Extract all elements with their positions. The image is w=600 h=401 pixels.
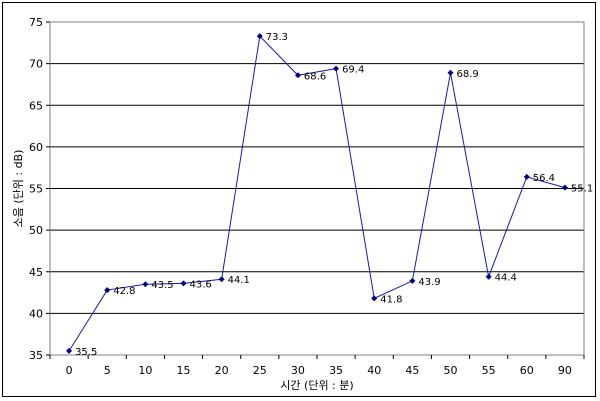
x-tick-label: 50 xyxy=(444,364,458,377)
data-point xyxy=(66,347,73,354)
x-tick-label: 10 xyxy=(138,364,152,377)
data-label: 68.6 xyxy=(304,71,326,82)
y-tick-label: 45 xyxy=(29,266,43,279)
data-label: 43.9 xyxy=(418,277,440,288)
chart-frame xyxy=(2,2,596,397)
data-point xyxy=(294,72,301,79)
data-label: 35.5 xyxy=(75,347,97,358)
y-tick-label: 70 xyxy=(29,58,43,71)
data-label: 43.5 xyxy=(151,280,173,291)
data-point xyxy=(333,65,340,72)
x-tick-label: 20 xyxy=(215,364,229,377)
x-tick-label: 30 xyxy=(291,364,305,377)
x-tick-label: 90 xyxy=(558,364,572,377)
data-label: 69.4 xyxy=(342,65,364,76)
y-tick-label: 65 xyxy=(29,99,43,112)
data-label: 68.9 xyxy=(457,69,479,80)
data-label: 73.3 xyxy=(266,32,288,43)
data-label: 55.1 xyxy=(571,184,593,195)
data-label: 43.6 xyxy=(190,279,212,290)
x-tick-label: 45 xyxy=(405,364,419,377)
x-tick-label: 25 xyxy=(253,364,267,377)
y-tick-label: 40 xyxy=(29,307,43,320)
data-point xyxy=(447,69,454,76)
y-tick-label: 35 xyxy=(29,349,43,362)
data-label: 44.4 xyxy=(495,273,517,284)
data-point xyxy=(371,295,378,302)
x-tick-label: 40 xyxy=(367,364,381,377)
data-point xyxy=(218,276,225,283)
data-point xyxy=(256,33,263,40)
x-tick-label: 55 xyxy=(482,364,496,377)
data-point xyxy=(485,273,492,280)
data-point xyxy=(104,287,111,294)
x-tick-label: 35 xyxy=(329,364,343,377)
data-label: 44.1 xyxy=(228,275,250,286)
y-axis-ticks: 35 40 45 50 55 60 65 70 75 xyxy=(29,16,50,362)
y-tick-label: 60 xyxy=(29,141,43,154)
x-tick-label: 60 xyxy=(520,364,534,377)
data-label: 42.8 xyxy=(113,286,135,297)
series-line xyxy=(68,35,566,352)
data-label: 41.8 xyxy=(380,294,402,305)
data-point xyxy=(180,280,187,287)
data-labels: 35.5 42.8 43.5 43.6 44.1 73.3 68.6 69.4 41.8 43.9… xyxy=(75,32,593,358)
x-axis-title: 시간 (단위 : 분) xyxy=(280,379,353,392)
y-tick-label: 55 xyxy=(29,183,43,196)
data-point xyxy=(523,173,530,180)
y-tick-label: 50 xyxy=(29,224,43,237)
data-point xyxy=(561,184,568,191)
x-tick-label: 5 xyxy=(104,364,111,377)
data-point xyxy=(409,277,416,284)
x-tick-label: 0 xyxy=(66,364,73,377)
x-axis-ticks: 0 5 10 15 20 25 30 35 40 45 50 55 60 90 xyxy=(49,355,585,377)
data-label: 56.4 xyxy=(533,173,555,184)
series-markers xyxy=(66,33,568,354)
y-axis-title: 소음 (단위 : dB) xyxy=(12,150,25,228)
x-tick-label: 15 xyxy=(177,364,191,377)
data-point xyxy=(142,281,149,288)
y-tick-label: 75 xyxy=(29,16,43,29)
